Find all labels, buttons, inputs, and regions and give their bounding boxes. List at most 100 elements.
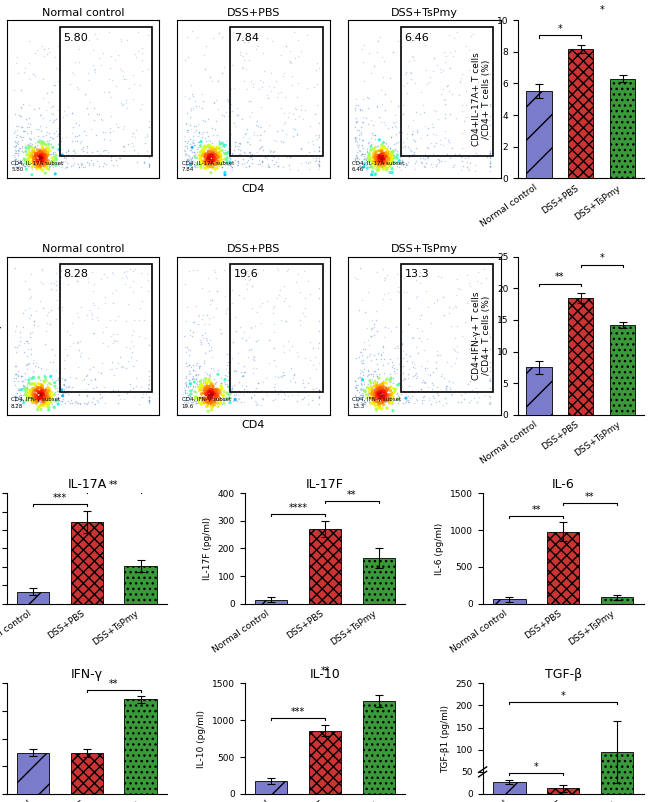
Title: TGF-β: TGF-β bbox=[545, 668, 582, 681]
Point bbox=[385, 367, 395, 380]
Bar bbox=[230, 264, 323, 392]
Point bbox=[28, 383, 38, 396]
Point bbox=[378, 140, 388, 153]
Point bbox=[24, 282, 34, 295]
Bar bbox=[401, 27, 493, 156]
Point bbox=[283, 107, 294, 119]
Point bbox=[415, 107, 425, 120]
Point bbox=[239, 325, 250, 338]
Point bbox=[205, 395, 216, 407]
Point bbox=[229, 379, 239, 391]
Point bbox=[198, 146, 209, 159]
Point bbox=[21, 390, 31, 403]
Point bbox=[379, 156, 389, 168]
Point bbox=[402, 317, 413, 330]
Point bbox=[392, 387, 402, 400]
Point bbox=[188, 125, 199, 138]
Point bbox=[144, 160, 154, 172]
Point bbox=[458, 114, 469, 127]
Point bbox=[376, 158, 386, 171]
Point bbox=[21, 155, 32, 168]
Point bbox=[305, 119, 315, 132]
Point bbox=[369, 391, 380, 404]
Point bbox=[62, 325, 72, 338]
Point bbox=[225, 150, 235, 163]
Point bbox=[299, 391, 309, 403]
Point bbox=[20, 388, 31, 401]
Point bbox=[272, 370, 283, 383]
Point bbox=[42, 399, 52, 412]
Point bbox=[378, 293, 389, 306]
Point bbox=[203, 391, 214, 404]
Point bbox=[212, 160, 222, 173]
Point bbox=[60, 381, 71, 394]
Point bbox=[53, 393, 63, 406]
Point bbox=[47, 148, 58, 160]
Point bbox=[49, 151, 60, 164]
Text: **: ** bbox=[347, 490, 357, 500]
Point bbox=[31, 383, 42, 396]
Point bbox=[223, 146, 233, 159]
Point bbox=[209, 385, 220, 398]
Point bbox=[18, 131, 29, 144]
Point bbox=[362, 321, 372, 334]
Point bbox=[377, 383, 387, 395]
Point bbox=[257, 156, 268, 168]
Point bbox=[33, 400, 44, 413]
Point bbox=[352, 384, 363, 397]
Point bbox=[240, 365, 250, 378]
Point bbox=[258, 143, 268, 156]
Point bbox=[222, 347, 233, 360]
Point bbox=[248, 352, 258, 365]
Point bbox=[233, 391, 243, 404]
Point bbox=[250, 43, 261, 55]
Point bbox=[37, 151, 47, 164]
Point bbox=[39, 137, 49, 150]
Point bbox=[376, 160, 387, 173]
Point bbox=[390, 156, 400, 169]
Point bbox=[31, 356, 42, 369]
Point bbox=[210, 265, 220, 278]
Point bbox=[51, 152, 61, 164]
Point bbox=[34, 392, 45, 405]
Point bbox=[46, 283, 56, 296]
Point bbox=[393, 151, 403, 164]
Point bbox=[386, 120, 396, 133]
Point bbox=[202, 160, 212, 172]
Point bbox=[265, 79, 275, 92]
Point bbox=[389, 362, 399, 375]
Point bbox=[196, 394, 207, 407]
Point bbox=[408, 146, 419, 159]
Point bbox=[287, 69, 297, 82]
Point bbox=[44, 161, 55, 174]
Point bbox=[370, 141, 380, 154]
Point bbox=[188, 392, 198, 405]
Point bbox=[276, 49, 287, 62]
Point bbox=[442, 379, 452, 392]
Title: DSS+PBS: DSS+PBS bbox=[227, 245, 280, 254]
Point bbox=[304, 145, 315, 158]
Point bbox=[385, 396, 395, 409]
Point bbox=[377, 51, 387, 63]
Point bbox=[381, 147, 391, 160]
Point bbox=[12, 124, 22, 136]
Point bbox=[366, 376, 376, 389]
Point bbox=[227, 160, 237, 173]
Point bbox=[70, 147, 80, 160]
Point bbox=[202, 380, 213, 393]
Point bbox=[314, 324, 324, 337]
Point bbox=[207, 141, 218, 154]
Point bbox=[473, 138, 483, 151]
Point bbox=[373, 149, 384, 162]
Point bbox=[365, 143, 376, 156]
Point bbox=[356, 128, 367, 140]
Point bbox=[369, 329, 379, 342]
Point bbox=[30, 393, 40, 406]
Point bbox=[220, 386, 231, 399]
Point bbox=[142, 130, 153, 143]
Point bbox=[198, 126, 209, 139]
Point bbox=[203, 374, 213, 387]
Point bbox=[461, 99, 471, 111]
Point bbox=[451, 289, 462, 302]
Point bbox=[131, 124, 142, 136]
